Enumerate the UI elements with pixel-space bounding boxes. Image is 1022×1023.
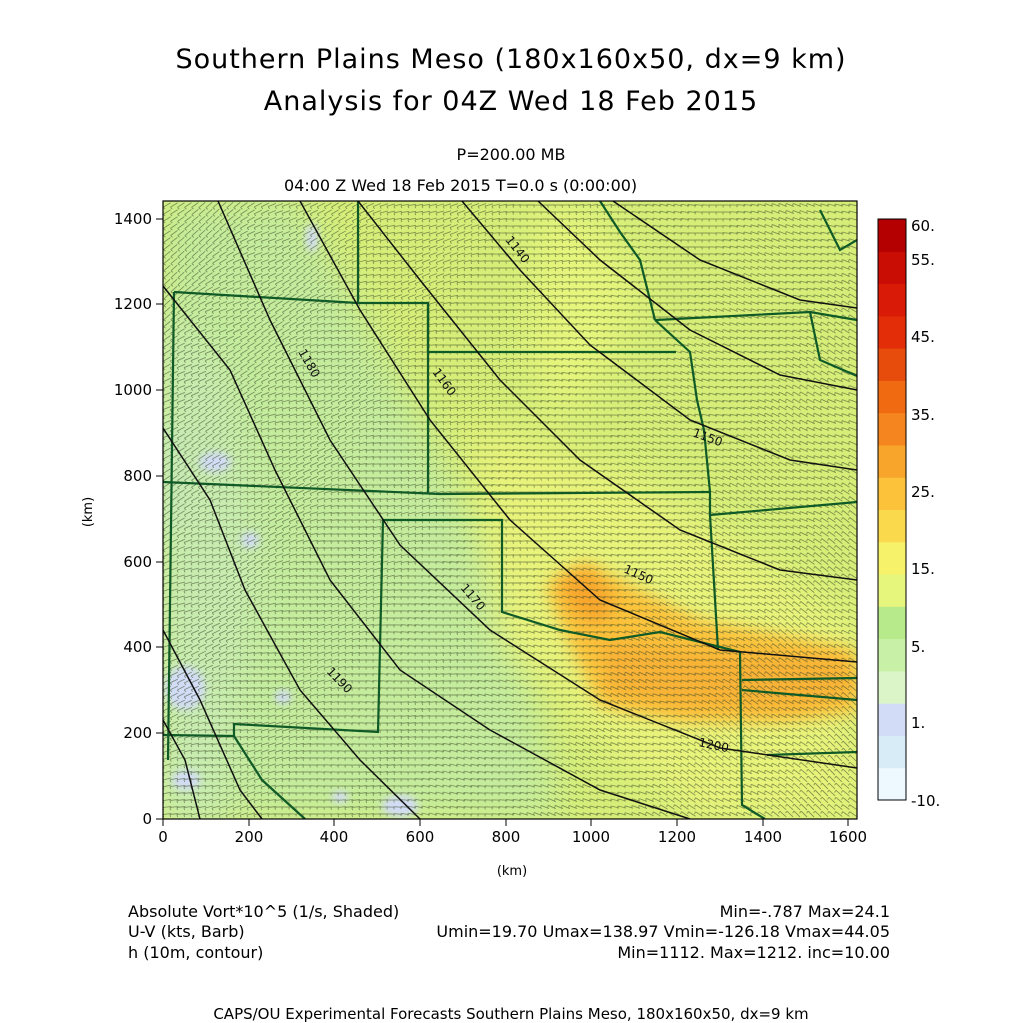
colorbar-swatch bbox=[878, 509, 906, 543]
colorbar-swatch bbox=[878, 606, 906, 640]
legend-height-stats: Min=1112. Max=1212. inc=10.00 bbox=[617, 943, 890, 962]
colorbar-swatch bbox=[878, 251, 906, 285]
y-tick-0: 0 bbox=[142, 810, 152, 828]
y-tick-1400: 1400 bbox=[114, 210, 152, 228]
x-tick-1200: 1200 bbox=[658, 828, 696, 846]
x-axis-label: (km) bbox=[497, 864, 527, 879]
colorbar-swatch bbox=[878, 541, 906, 575]
footer-credit: CAPS/OU Experimental Forecasts Southern … bbox=[213, 1005, 809, 1023]
colorbar-swatch bbox=[878, 348, 906, 381]
wind-barbs bbox=[163, 201, 857, 818]
colorbar-frame bbox=[877, 218, 907, 801]
colorbar-swatch bbox=[878, 767, 906, 801]
low-vort-patch-4 bbox=[172, 770, 200, 790]
colorbar-label-60: 60. bbox=[911, 217, 935, 235]
colorbar-swatch bbox=[878, 412, 906, 446]
y-tick-1000: 1000 bbox=[114, 381, 152, 399]
low-vort-patch-5 bbox=[306, 224, 318, 252]
field-west-edge bbox=[163, 420, 190, 540]
contour-label-8: 1200 bbox=[697, 735, 730, 755]
colorbar-swatch bbox=[878, 477, 906, 510]
colorbar-label-1: 1. bbox=[911, 714, 925, 732]
wind-barb-field bbox=[163, 201, 857, 818]
valid-time-label: 04:00 Z Wed 18 Feb 2015 T=0.0 s (0:00:00… bbox=[284, 176, 638, 195]
x-tick-0: 0 bbox=[158, 828, 168, 846]
colorbar-label-neg10: -10. bbox=[911, 792, 940, 810]
legend-vorticity-name: Absolute Vort*10^5 (1/s, Shaded) bbox=[128, 902, 400, 921]
low-vort-patch-7 bbox=[275, 690, 291, 704]
x-tick-400: 400 bbox=[320, 828, 349, 846]
x-tick-600: 600 bbox=[406, 828, 435, 846]
colorbar-swatch bbox=[878, 219, 906, 252]
plot-frame bbox=[162, 200, 858, 820]
y-tick-1200: 1200 bbox=[114, 295, 152, 313]
colorbar-swatch bbox=[878, 444, 906, 478]
colorbar-swatch bbox=[878, 315, 906, 349]
chart-title-line2: Analysis for 04Z Wed 18 Feb 2015 bbox=[263, 86, 759, 117]
colorbar-label-15: 15. bbox=[911, 560, 935, 578]
colorbar-label-5: 5. bbox=[911, 638, 925, 656]
colorbar-swatch bbox=[878, 703, 906, 736]
low-vort-patch-1 bbox=[165, 666, 205, 710]
colorbar bbox=[878, 219, 906, 801]
field-north-band bbox=[530, 201, 640, 420]
x-tick-800: 800 bbox=[492, 828, 521, 846]
colorbar-swatch bbox=[878, 735, 906, 769]
colorbar-swatch bbox=[878, 574, 906, 607]
colorbar-swatch bbox=[878, 638, 906, 672]
legend-vorticity-stats: Min=-.787 Max=24.1 bbox=[719, 902, 890, 921]
y-tick-800: 800 bbox=[123, 467, 152, 485]
legend-height-name: h (10m, contour) bbox=[128, 943, 264, 962]
height-contours bbox=[163, 201, 857, 819]
chart-title-line1: Southern Plains Meso (180x160x50, dx=9 k… bbox=[175, 44, 847, 75]
legend-wind-name: U-V (kts, Barb) bbox=[128, 922, 245, 941]
axis-ticks bbox=[156, 218, 849, 826]
x-tick-1600: 1600 bbox=[829, 828, 867, 846]
y-tick-200: 200 bbox=[123, 724, 152, 742]
colorbar-label-25: 25. bbox=[911, 483, 935, 501]
colorbar-swatch bbox=[878, 670, 906, 704]
x-tick-1000: 1000 bbox=[572, 828, 610, 846]
state-borders bbox=[163, 201, 857, 819]
y-tick-600: 600 bbox=[123, 553, 152, 571]
colorbar-labels: -10. 1. 5. 15. 25. 35. 45. 55. 60. bbox=[911, 217, 940, 810]
vorticity-shading bbox=[163, 201, 857, 819]
colorbar-label-45: 45. bbox=[911, 328, 935, 346]
y-axis-label: (km) bbox=[81, 497, 96, 527]
x-tick-1400: 1400 bbox=[744, 828, 782, 846]
colorbar-label-55: 55. bbox=[911, 251, 935, 269]
colorbar-swatch bbox=[878, 283, 906, 317]
y-tick-400: 400 bbox=[123, 638, 152, 656]
colorbar-swatch bbox=[878, 380, 906, 414]
y-tick-labels: 0 200 400 600 800 1000 1200 1400 bbox=[114, 210, 152, 828]
pressure-level-label: P=200.00 MB bbox=[456, 145, 566, 164]
colorbar-label-35: 35. bbox=[911, 406, 935, 424]
x-tick-labels: 0 200 400 600 800 1000 1200 1400 1600 bbox=[158, 828, 867, 846]
legend-wind-stats: Umin=19.70 Umax=138.97 Vmin=-126.18 Vmax… bbox=[436, 922, 890, 941]
x-tick-200: 200 bbox=[235, 828, 264, 846]
